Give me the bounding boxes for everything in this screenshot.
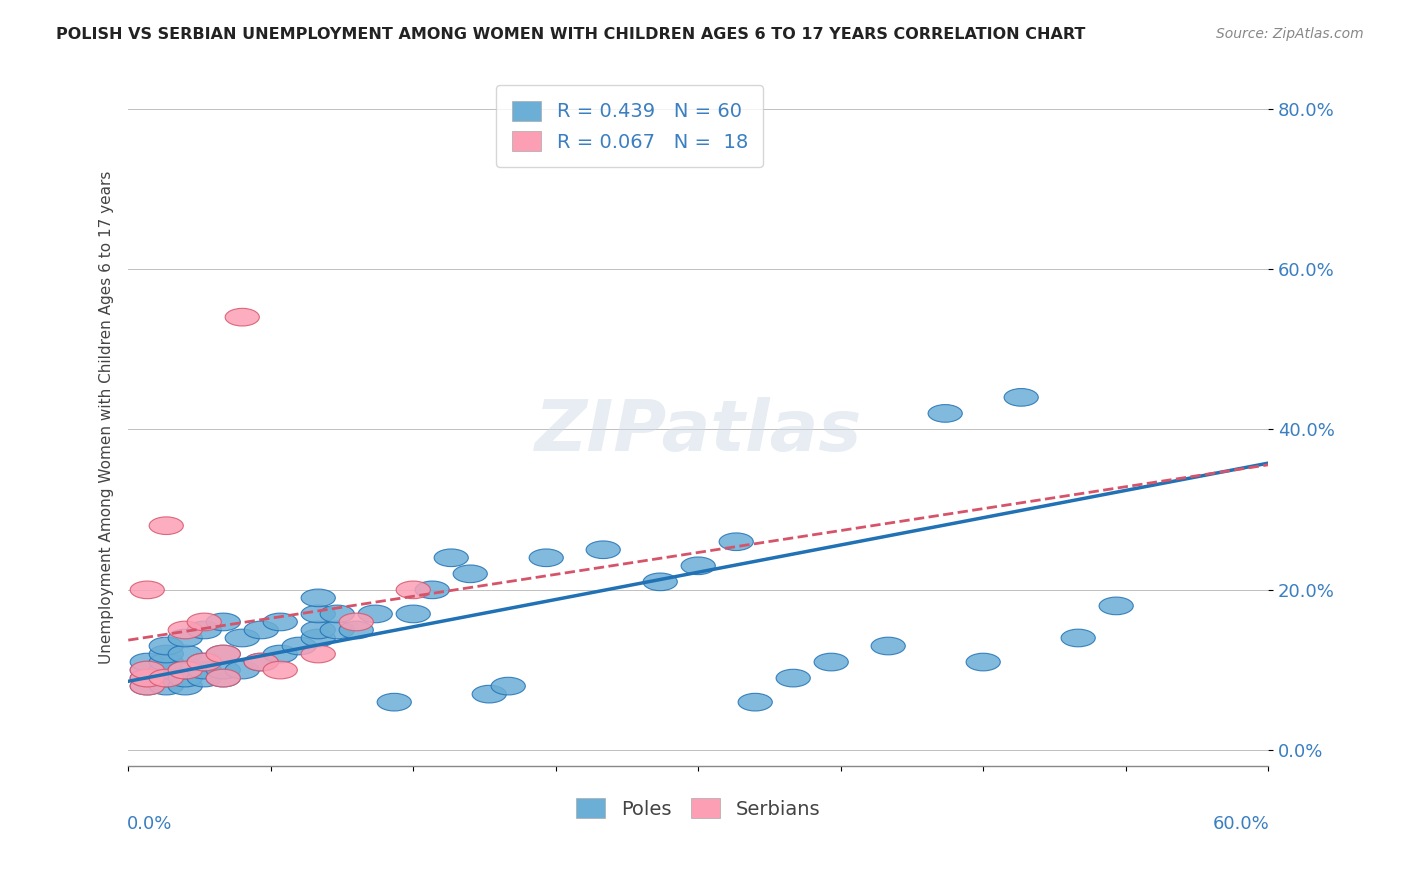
Ellipse shape — [301, 605, 336, 623]
Ellipse shape — [245, 653, 278, 671]
Ellipse shape — [149, 669, 183, 687]
Ellipse shape — [207, 669, 240, 687]
Ellipse shape — [263, 661, 297, 679]
Ellipse shape — [131, 581, 165, 599]
Ellipse shape — [377, 693, 412, 711]
Ellipse shape — [1099, 597, 1133, 615]
Ellipse shape — [131, 661, 165, 679]
Ellipse shape — [149, 653, 183, 671]
Ellipse shape — [169, 629, 202, 647]
Ellipse shape — [776, 669, 810, 687]
Ellipse shape — [263, 613, 297, 631]
Ellipse shape — [131, 677, 165, 695]
Ellipse shape — [245, 653, 278, 671]
Ellipse shape — [131, 661, 165, 679]
Ellipse shape — [187, 661, 221, 679]
Ellipse shape — [738, 693, 772, 711]
Ellipse shape — [225, 661, 259, 679]
Ellipse shape — [131, 669, 165, 687]
Ellipse shape — [187, 669, 221, 687]
Text: POLISH VS SERBIAN UNEMPLOYMENT AMONG WOMEN WITH CHILDREN AGES 6 TO 17 YEARS CORR: POLISH VS SERBIAN UNEMPLOYMENT AMONG WOM… — [56, 27, 1085, 42]
Ellipse shape — [928, 405, 962, 422]
Ellipse shape — [149, 645, 183, 663]
Text: 0.0%: 0.0% — [127, 815, 173, 833]
Ellipse shape — [396, 605, 430, 623]
Ellipse shape — [207, 669, 240, 687]
Ellipse shape — [491, 677, 526, 695]
Ellipse shape — [643, 573, 678, 591]
Ellipse shape — [131, 677, 165, 695]
Ellipse shape — [301, 621, 336, 639]
Ellipse shape — [149, 661, 183, 679]
Legend: Poles, Serbians: Poles, Serbians — [568, 790, 828, 826]
Ellipse shape — [301, 629, 336, 647]
Ellipse shape — [169, 621, 202, 639]
Ellipse shape — [283, 637, 316, 655]
Ellipse shape — [872, 637, 905, 655]
Ellipse shape — [396, 581, 430, 599]
Ellipse shape — [453, 565, 488, 582]
Ellipse shape — [301, 589, 336, 607]
Ellipse shape — [187, 653, 221, 671]
Ellipse shape — [814, 653, 848, 671]
Ellipse shape — [187, 653, 221, 671]
Ellipse shape — [529, 549, 564, 566]
Ellipse shape — [207, 613, 240, 631]
Ellipse shape — [169, 645, 202, 663]
Ellipse shape — [321, 621, 354, 639]
Text: ZIPatlas: ZIPatlas — [534, 397, 862, 466]
Ellipse shape — [187, 613, 221, 631]
Ellipse shape — [434, 549, 468, 566]
Ellipse shape — [245, 621, 278, 639]
Ellipse shape — [321, 605, 354, 623]
Ellipse shape — [149, 669, 183, 687]
Ellipse shape — [169, 677, 202, 695]
Ellipse shape — [339, 613, 374, 631]
Y-axis label: Unemployment Among Women with Children Ages 6 to 17 years: Unemployment Among Women with Children A… — [100, 170, 114, 665]
Ellipse shape — [207, 661, 240, 679]
Ellipse shape — [207, 645, 240, 663]
Text: 60.0%: 60.0% — [1212, 815, 1270, 833]
Ellipse shape — [169, 661, 202, 679]
Ellipse shape — [263, 645, 297, 663]
Ellipse shape — [149, 637, 183, 655]
Ellipse shape — [1062, 629, 1095, 647]
Ellipse shape — [966, 653, 1000, 671]
Ellipse shape — [131, 669, 165, 687]
Text: Source: ZipAtlas.com: Source: ZipAtlas.com — [1216, 27, 1364, 41]
Ellipse shape — [131, 653, 165, 671]
Ellipse shape — [681, 557, 716, 574]
Ellipse shape — [359, 605, 392, 623]
Ellipse shape — [225, 629, 259, 647]
Ellipse shape — [718, 533, 754, 550]
Ellipse shape — [339, 621, 374, 639]
Ellipse shape — [149, 677, 183, 695]
Ellipse shape — [472, 685, 506, 703]
Ellipse shape — [1004, 389, 1038, 406]
Ellipse shape — [169, 669, 202, 687]
Ellipse shape — [169, 661, 202, 679]
Ellipse shape — [301, 645, 336, 663]
Ellipse shape — [415, 581, 450, 599]
Ellipse shape — [586, 541, 620, 558]
Ellipse shape — [187, 621, 221, 639]
Ellipse shape — [207, 645, 240, 663]
Ellipse shape — [225, 309, 259, 326]
Ellipse shape — [149, 516, 183, 534]
